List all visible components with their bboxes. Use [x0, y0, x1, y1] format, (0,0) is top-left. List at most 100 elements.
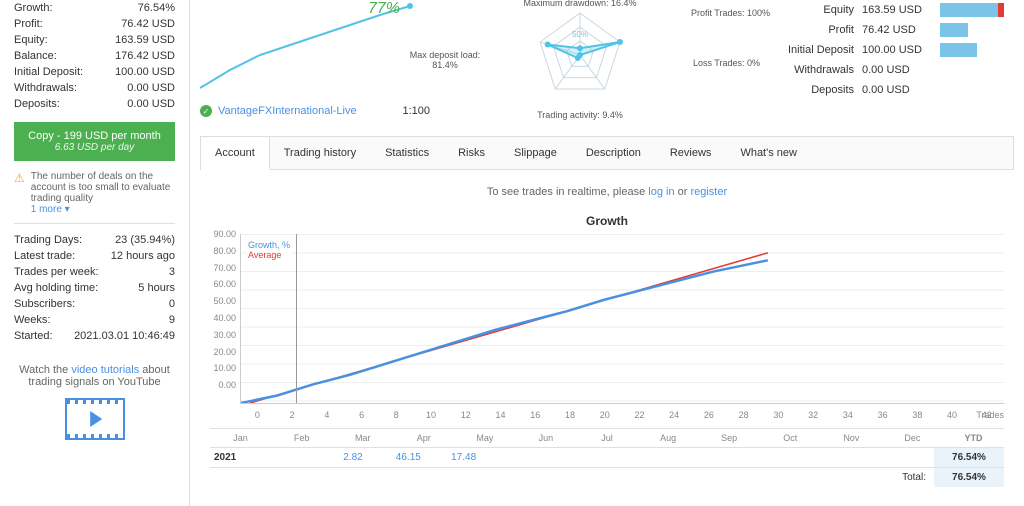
stat-row: Weeks:9 — [14, 312, 175, 328]
month-cell: Mar — [332, 429, 393, 447]
radar-label-deposit: Max deposit load: 81.4% — [400, 50, 490, 70]
month-cell: Dec — [882, 429, 943, 447]
video-icon[interactable] — [65, 398, 125, 440]
tab-description[interactable]: Description — [572, 137, 656, 169]
year-value[interactable] — [879, 448, 934, 467]
tab-statistics[interactable]: Statistics — [371, 137, 444, 169]
x-tick: 40 — [935, 410, 970, 420]
copy-button[interactable]: Copy - 199 USD per month 6.63 USD per da… — [14, 122, 175, 161]
month-cell: Sep — [699, 429, 760, 447]
stat-row: Started: 2021.03.01 10:46:49 — [14, 328, 175, 344]
tab-risks[interactable]: Risks — [444, 137, 500, 169]
year-value[interactable] — [602, 448, 657, 467]
x-tick: 30 — [761, 410, 796, 420]
x-tick: 20 — [587, 410, 622, 420]
tutorial-link[interactable]: video tutorials — [71, 364, 139, 376]
x-tick: 14 — [483, 410, 518, 420]
stat-row: Balance:176.42 USD — [14, 48, 175, 64]
x-tick: 18 — [553, 410, 588, 420]
month-cell: Jan — [210, 429, 271, 447]
rstat-label: Initial Deposit — [764, 44, 854, 56]
rstat-row: Initial Deposit100.00 USD — [764, 40, 1004, 60]
year-value[interactable] — [270, 448, 325, 467]
stat-label: Weeks: — [14, 314, 50, 326]
total-row: Total: 76.54% — [210, 467, 1004, 487]
tab-slippage[interactable]: Slippage — [500, 137, 572, 169]
total-label: Total: — [894, 468, 934, 487]
stat-row: Growth:76.54% — [14, 0, 175, 16]
stat-label: Initial Deposit: — [14, 66, 83, 78]
rstat-bar — [940, 63, 1004, 77]
x-tick: 22 — [622, 410, 657, 420]
tutorial-text: Watch the video tutorials about trading … — [14, 364, 175, 388]
stat-value: 0.00 USD — [127, 98, 175, 110]
tab-what's-new[interactable]: What's new — [726, 137, 812, 169]
radar-label-drawdown: Maximum drawdown: 16.4% — [523, 0, 636, 8]
y-tick: 60.00 — [213, 279, 236, 289]
year-value[interactable] — [547, 448, 602, 467]
stats-block-1: Growth:76.54%Profit:76.42 USDEquity:163.… — [14, 0, 175, 112]
y-tick: 0.00 — [218, 380, 236, 390]
stat-value: 0.00 USD — [127, 82, 175, 94]
year-value[interactable]: 17.48 — [436, 448, 491, 467]
x-tick: 34 — [830, 410, 865, 420]
rstat-label: Withdrawals — [764, 64, 854, 76]
stat-label: Avg holding time: — [14, 282, 98, 294]
x-tick: 38 — [900, 410, 935, 420]
stat-value: 2021.03.01 10:46:49 — [74, 330, 175, 342]
x-tick: 26 — [692, 410, 727, 420]
stat-row: Latest trade:12 hours ago — [14, 248, 175, 264]
tab-account[interactable]: Account — [201, 137, 270, 170]
chart-legend: Growth, %Average — [246, 238, 292, 262]
mini-pct-label: 77% — [368, 0, 400, 18]
year-value[interactable] — [768, 448, 823, 467]
account-line: ✓ VantageFXInternational-Live 1:100 — [200, 105, 430, 117]
x-tick: 0 — [240, 410, 275, 420]
stat-value: 76.42 USD — [121, 18, 175, 30]
stat-label: Balance: — [14, 50, 57, 62]
legend-item: Growth, % — [248, 240, 290, 250]
stat-label: Trading Days: — [14, 234, 82, 246]
check-icon: ✓ — [200, 105, 212, 117]
svg-text:50%: 50% — [572, 30, 588, 39]
realtime-message: To see trades in realtime, please log in… — [200, 186, 1014, 198]
plot-area — [240, 234, 1004, 404]
stat-row: Deposits:0.00 USD — [14, 96, 175, 112]
month-cell: YTD — [943, 429, 1004, 447]
stat-row: Profit: 76.42 USD — [14, 16, 175, 32]
stat-label: Equity: — [14, 34, 48, 46]
x-tick: 28 — [726, 410, 761, 420]
register-link[interactable]: register — [690, 186, 727, 198]
year-value[interactable] — [823, 448, 878, 467]
y-axis: 0.0010.0020.0030.0040.0050.0060.0070.008… — [210, 234, 240, 404]
tab-reviews[interactable]: Reviews — [656, 137, 727, 169]
account-name[interactable]: VantageFXInternational-Live — [218, 105, 357, 117]
stat-row: Trades per week:3 — [14, 264, 175, 280]
warning-icon: ⚠ — [14, 171, 25, 185]
stat-row: Initial Deposit:100.00 USD — [14, 64, 175, 80]
mini-growth-chart: 77% ✓ VantageFXInternational-Live 1:100 — [200, 0, 430, 130]
year-value[interactable] — [491, 448, 546, 467]
login-link[interactable]: log in — [648, 186, 674, 198]
year-value[interactable]: 2.82 — [325, 448, 380, 467]
year-label: 2021 — [210, 448, 270, 467]
year-value[interactable] — [657, 448, 712, 467]
stat-value: 12 hours ago — [111, 250, 175, 262]
stat-label: Started: — [14, 330, 53, 342]
rstat-label: Deposits — [764, 84, 854, 96]
year-value[interactable]: 46.15 — [381, 448, 436, 467]
x-tick: 8 — [379, 410, 414, 420]
stat-label: Profit: — [14, 18, 43, 30]
y-tick: 50.00 — [213, 296, 236, 306]
leverage: 1:100 — [402, 105, 430, 117]
more-link[interactable]: 1 more ▾ — [31, 204, 70, 215]
tab-trading-history[interactable]: Trading history — [270, 137, 371, 169]
warning-box: ⚠ The number of deals on the account is … — [14, 171, 175, 215]
radar-chart: 50% Maximum drawdown: 16.4% Profit Trade… — [430, 0, 730, 130]
year-value[interactable] — [713, 448, 768, 467]
month-cell: Aug — [638, 429, 699, 447]
x-tick: 6 — [344, 410, 379, 420]
year-row: 2021 2.8246.1517.48 76.54% — [210, 448, 1004, 467]
x-tick: 2 — [275, 410, 310, 420]
month-cell: Jul — [576, 429, 637, 447]
